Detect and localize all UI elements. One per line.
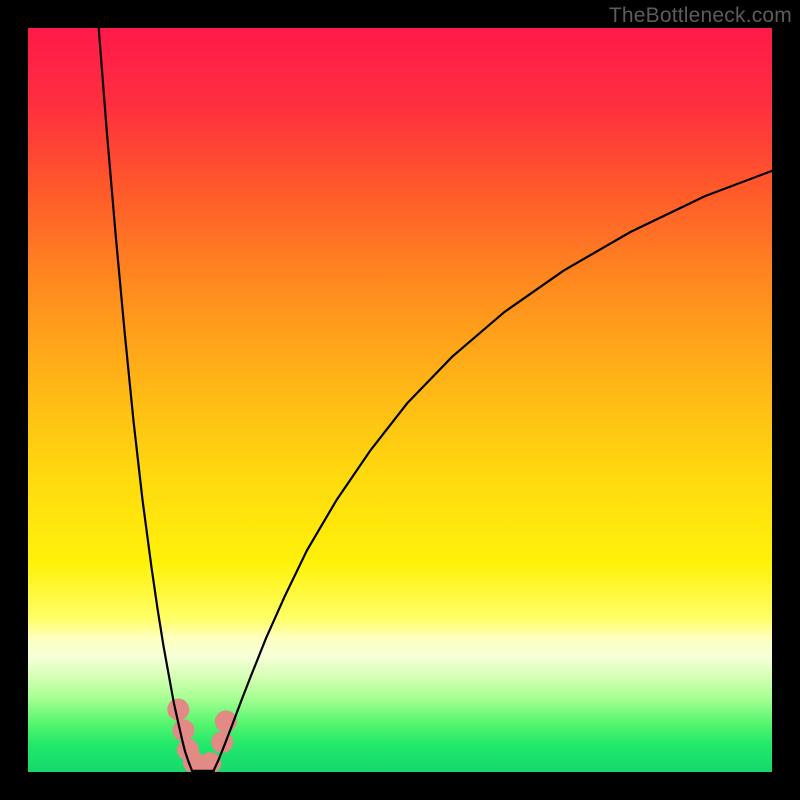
plot-area	[28, 28, 772, 772]
data-marker	[173, 719, 195, 741]
watermark-text: TheBottleneck.com	[609, 4, 792, 28]
data-marker	[167, 699, 189, 721]
gradient-background	[28, 28, 772, 772]
chart-svg	[28, 28, 772, 772]
